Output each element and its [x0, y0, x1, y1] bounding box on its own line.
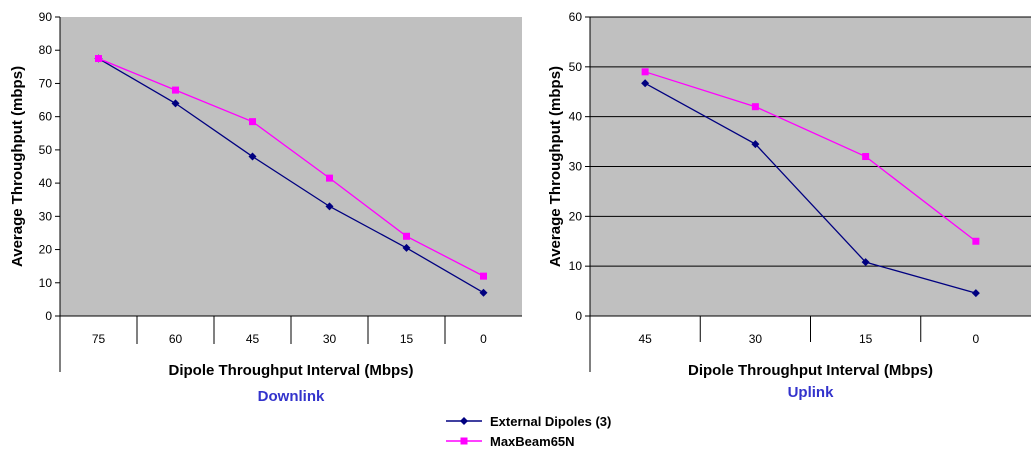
downlink-y-ticks: 0 10 20 30 40 50 60 70 80 90 [39, 10, 60, 323]
uplink-chart: 0 10 20 30 40 50 60 45 30 15 0 Average Throughput… [547, 10, 1031, 401]
uplink-gridlines [590, 16, 1031, 267]
x-tick-label: 15 [859, 332, 873, 346]
y-tick-label: 10 [569, 259, 583, 273]
data-point-maxbeam65n [972, 237, 980, 245]
x-tick-label: 75 [92, 332, 106, 346]
x-tick-label: 30 [323, 332, 337, 346]
y-tick-label: 30 [569, 160, 583, 174]
uplink-series [641, 68, 980, 298]
x-tick-label: 60 [169, 332, 183, 346]
y-tick-label: 80 [39, 43, 53, 57]
series-line-maxbeam65n [98, 57, 484, 277]
series-line-maxbeam65n [644, 71, 977, 242]
data-point-external-dipoles [641, 79, 650, 88]
data-point-maxbeam65n [751, 103, 759, 111]
legend: External Dipoles (3) MaxBeam65N [446, 414, 611, 449]
y-tick-label: 20 [39, 243, 53, 257]
data-point-maxbeam65n [249, 118, 256, 126]
data-point-external-dipoles [402, 243, 411, 252]
uplink-caption: Uplink [788, 384, 834, 401]
x-tick-label: 15 [400, 332, 414, 346]
downlink-series [94, 54, 488, 297]
data-point-maxbeam65n [172, 86, 179, 94]
downlink-y-axis-label: Average Throughput (mbps) [9, 66, 26, 267]
data-point-external-dipoles [248, 152, 257, 161]
series-line-external-dipoles [98, 57, 484, 294]
y-tick-label: 60 [569, 10, 583, 24]
downlink-plot-area [60, 17, 522, 316]
y-tick-label: 20 [569, 209, 583, 223]
y-tick-label: 30 [39, 209, 53, 223]
data-point-maxbeam65n [862, 153, 870, 161]
y-tick-label: 50 [569, 60, 583, 74]
uplink-x-axis-label: Dipole Throughput Interval (Mbps) [688, 362, 933, 379]
y-tick-label: 0 [575, 309, 582, 323]
data-point-maxbeam65n [403, 232, 410, 240]
y-tick-label: 90 [39, 10, 53, 24]
y-tick-label: 40 [39, 176, 53, 190]
downlink-x-ticks: 75 60 45 30 15 0 [92, 316, 487, 346]
y-tick-label: 70 [39, 76, 53, 90]
data-point-external-dipoles [171, 99, 180, 108]
series-line-external-dipoles [644, 82, 977, 294]
legend-label-external-dipoles: External Dipoles (3) [490, 414, 611, 429]
data-point-maxbeam65n [641, 68, 649, 76]
y-tick-label: 50 [39, 143, 53, 157]
data-point-external-dipoles [479, 288, 488, 297]
legend-item-maxbeam65n: MaxBeam65N [446, 434, 575, 449]
x-tick-label: 45 [638, 332, 652, 346]
uplink-x-ticks: 45 30 15 0 [638, 316, 980, 346]
y-tick-label: 10 [39, 276, 53, 290]
legend-marker-square [460, 437, 468, 445]
data-point-maxbeam65n [326, 174, 333, 182]
legend-marker-diamond [460, 417, 468, 425]
data-point-external-dipoles [971, 289, 980, 298]
data-point-external-dipoles [325, 202, 334, 211]
legend-label-maxbeam65n: MaxBeam65N [490, 434, 575, 449]
x-tick-label: 0 [480, 332, 487, 346]
legend-item-external-dipoles: External Dipoles (3) [446, 414, 611, 429]
uplink-y-axis-label: Average Throughput (mbps) [547, 66, 564, 267]
x-tick-label: 30 [749, 332, 763, 346]
y-tick-label: 60 [39, 110, 53, 124]
x-tick-label: 0 [973, 332, 980, 346]
downlink-caption: Downlink [258, 388, 325, 405]
y-tick-label: 0 [45, 309, 52, 323]
data-point-maxbeam65n [480, 272, 487, 280]
data-point-maxbeam65n [95, 55, 102, 63]
downlink-chart: 0 10 20 30 40 50 60 70 80 90 75 60 45 30 15 0 Average … [9, 10, 522, 405]
y-tick-label: 40 [569, 110, 583, 124]
uplink-y-ticks: 0 10 20 30 40 50 60 [569, 10, 590, 323]
data-point-external-dipoles [861, 258, 870, 267]
data-point-external-dipoles [751, 140, 760, 149]
downlink-x-axis-label: Dipole Throughput Interval (Mbps) [169, 362, 414, 379]
x-tick-label: 45 [246, 332, 260, 346]
